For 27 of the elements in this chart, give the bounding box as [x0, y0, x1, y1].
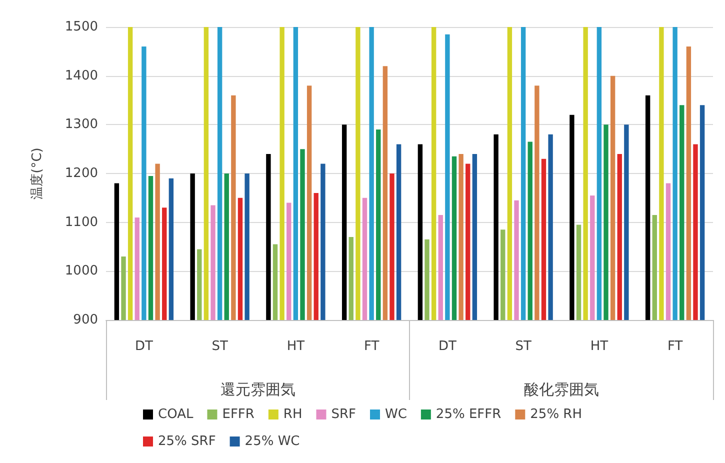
y-tick-label: 900 [73, 312, 98, 328]
legend-label: WC [384, 407, 407, 422]
legend-label: 25% RH [530, 407, 582, 422]
x-tick-label: FT [364, 339, 380, 354]
legend-label: COAL [158, 407, 194, 422]
x-tick-label: HT [590, 339, 608, 354]
x-tick-label: FT [667, 339, 683, 354]
x-tick-label: DT [134, 339, 153, 354]
text: 酸化雰囲気 [524, 380, 599, 398]
y-axis-title: 温度(°C) [29, 148, 45, 200]
y-tick-label: 1300 [64, 117, 98, 132]
y-tick-label: 1400 [64, 68, 98, 84]
x-tick-label: ST [515, 339, 532, 354]
x-tick-label: HT [286, 339, 305, 354]
legend-label: 25% SRF [158, 434, 216, 449]
y-tick-label: 1500 [64, 20, 98, 34]
y-tick-label: 1200 [64, 166, 98, 181]
legend-label: RH [283, 407, 302, 422]
legend-label: SRF [331, 407, 356, 422]
x-tick-label: DT [438, 339, 456, 354]
y-tick-label: 1100 [64, 214, 98, 230]
text: 還元雰囲気 [220, 380, 296, 398]
y-tick-label: 1000 [64, 264, 98, 279]
legend-label: EFFR [222, 407, 254, 422]
x-tick-label: ST [212, 339, 228, 354]
legend-label: 25% EFFR [436, 407, 502, 422]
legend-label: 25% WC [244, 434, 300, 449]
